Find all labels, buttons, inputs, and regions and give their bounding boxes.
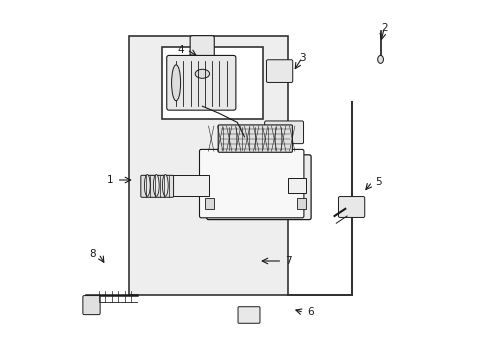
Ellipse shape bbox=[162, 175, 168, 196]
Bar bbox=[143, 175, 208, 196]
Ellipse shape bbox=[171, 65, 180, 101]
Text: 7: 7 bbox=[285, 256, 291, 266]
Ellipse shape bbox=[153, 175, 159, 196]
Text: 2: 2 bbox=[380, 23, 386, 33]
FancyBboxPatch shape bbox=[206, 155, 310, 220]
FancyBboxPatch shape bbox=[141, 175, 173, 197]
Bar bbox=[287, 178, 305, 193]
Ellipse shape bbox=[377, 55, 383, 63]
Text: 4: 4 bbox=[177, 45, 183, 55]
FancyBboxPatch shape bbox=[82, 296, 100, 315]
Text: 5: 5 bbox=[375, 177, 381, 187]
Text: 8: 8 bbox=[89, 249, 96, 259]
Ellipse shape bbox=[195, 69, 209, 78]
Polygon shape bbox=[129, 36, 352, 295]
FancyBboxPatch shape bbox=[266, 60, 292, 82]
Bar bbox=[162, 47, 262, 119]
Text: 3: 3 bbox=[298, 53, 305, 63]
FancyBboxPatch shape bbox=[264, 121, 303, 144]
FancyBboxPatch shape bbox=[190, 36, 214, 83]
Ellipse shape bbox=[144, 175, 150, 196]
Text: 1: 1 bbox=[107, 175, 113, 185]
FancyBboxPatch shape bbox=[199, 149, 303, 218]
FancyBboxPatch shape bbox=[166, 55, 235, 110]
FancyBboxPatch shape bbox=[218, 125, 292, 152]
Bar bbox=[204, 198, 213, 209]
Text: 6: 6 bbox=[306, 307, 313, 318]
Bar bbox=[296, 198, 305, 209]
FancyBboxPatch shape bbox=[338, 197, 364, 217]
FancyBboxPatch shape bbox=[238, 307, 260, 323]
